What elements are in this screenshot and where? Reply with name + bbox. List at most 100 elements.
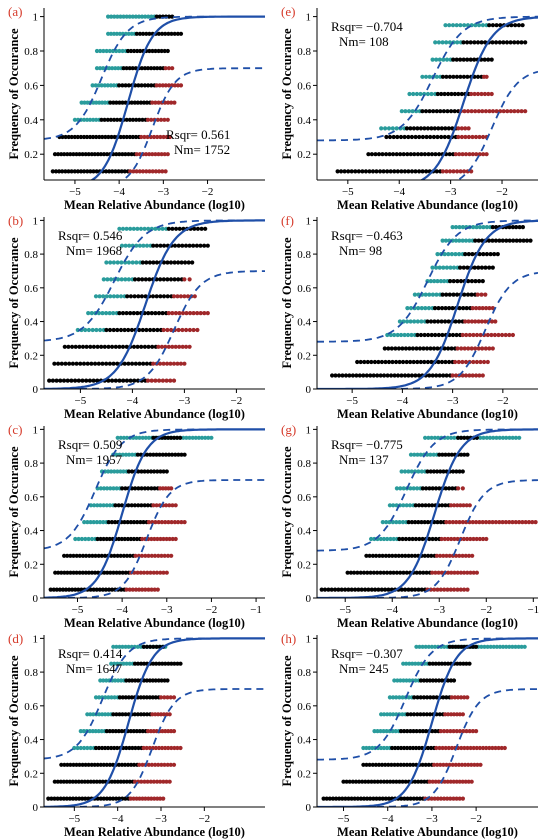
point-within <box>515 40 520 45</box>
point-within <box>519 40 524 45</box>
point-within <box>434 695 439 700</box>
point-within <box>447 359 452 365</box>
point-within <box>330 796 336 801</box>
point-within <box>504 238 509 243</box>
point-within <box>440 306 445 311</box>
point-within <box>466 279 471 284</box>
point-within <box>433 661 438 666</box>
point-within <box>135 100 140 105</box>
point-within <box>507 225 512 230</box>
x-tick-label: −5 <box>69 186 81 198</box>
point-within <box>462 292 467 297</box>
point-within <box>403 779 408 784</box>
point-within <box>135 661 141 666</box>
point-below <box>477 306 482 311</box>
point-within <box>144 327 149 333</box>
x-tick-label: −4 <box>393 186 405 198</box>
point-below <box>460 712 465 717</box>
point-within <box>425 520 430 525</box>
point-below <box>430 779 435 784</box>
point-above <box>111 294 116 299</box>
point-within <box>376 762 382 767</box>
point-within <box>105 152 110 157</box>
point-below <box>133 553 138 558</box>
point-within <box>151 644 156 649</box>
point-below <box>523 520 528 525</box>
point-within <box>446 452 451 457</box>
point-below <box>176 327 181 333</box>
point-within <box>377 553 382 558</box>
point-within <box>158 277 163 282</box>
point-below <box>133 587 139 592</box>
point-below <box>496 332 501 338</box>
point-within <box>97 779 102 784</box>
point-within <box>110 378 115 383</box>
point-below <box>146 587 151 592</box>
point-within <box>70 587 75 592</box>
point-above <box>393 729 398 734</box>
point-within <box>358 570 363 575</box>
point-within <box>440 292 445 297</box>
point-within <box>117 796 122 801</box>
point-within <box>88 344 93 349</box>
point-within <box>134 117 139 122</box>
point-above <box>397 319 402 324</box>
point-above <box>107 66 112 71</box>
point-below <box>465 109 471 114</box>
point-above <box>123 243 128 248</box>
point-below <box>143 553 148 558</box>
panel-letter: (e) <box>281 4 295 19</box>
point-within <box>128 378 133 383</box>
point-within <box>501 40 506 45</box>
point-above <box>516 644 521 649</box>
point-below <box>450 520 455 525</box>
point-above <box>484 435 489 440</box>
point-within <box>164 469 169 474</box>
rsqr-label: Rsqr= 0.546 <box>58 228 123 243</box>
point-below <box>460 359 465 365</box>
x-tick-label: −4 <box>116 604 128 616</box>
point-within <box>437 373 442 378</box>
point-within <box>355 359 360 365</box>
point-below <box>162 553 167 558</box>
point-within <box>344 779 349 784</box>
point-within <box>132 277 138 282</box>
point-above <box>437 57 442 62</box>
point-below <box>480 346 485 351</box>
point-within <box>433 332 438 338</box>
point-above <box>485 644 490 649</box>
point-above <box>136 14 142 19</box>
point-below <box>173 344 178 349</box>
point-within <box>421 346 426 351</box>
point-within <box>430 486 435 491</box>
point-within <box>64 796 69 801</box>
point-above <box>497 644 503 649</box>
point-within <box>133 745 138 751</box>
point-within <box>422 553 427 558</box>
point-within <box>124 553 130 558</box>
point-below <box>479 292 484 297</box>
point-above <box>423 644 428 649</box>
point-within <box>131 311 136 316</box>
point-above <box>441 265 446 270</box>
point-within <box>410 346 415 351</box>
point-below <box>148 570 153 575</box>
point-within <box>431 469 436 474</box>
point-below <box>483 346 488 351</box>
point-within <box>484 252 489 257</box>
point-within <box>122 169 127 174</box>
y-axis-label: Frequency of Occurance <box>7 655 21 786</box>
point-below <box>134 169 139 174</box>
point-within <box>509 23 514 28</box>
point-within <box>453 644 458 649</box>
point-within <box>461 661 466 666</box>
lower-bound-curve <box>317 479 538 598</box>
point-below <box>182 520 187 525</box>
point-within <box>451 74 456 79</box>
point-within <box>150 294 156 299</box>
point-within <box>436 306 441 311</box>
point-within <box>401 152 406 157</box>
point-within <box>111 327 116 333</box>
point-above <box>442 252 447 257</box>
